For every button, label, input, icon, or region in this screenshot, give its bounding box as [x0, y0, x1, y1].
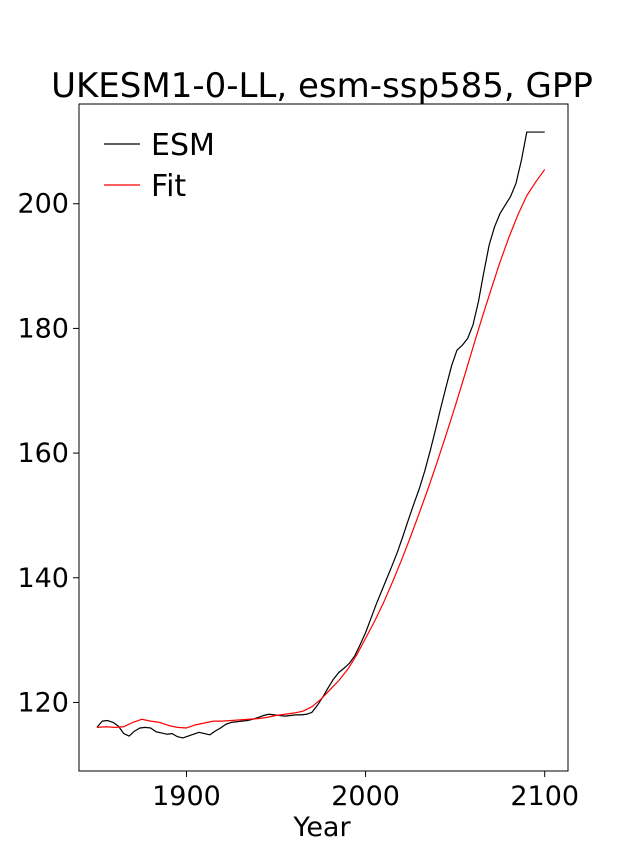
x-axis: 1900 2000 2100	[152, 771, 579, 812]
series-line-esm	[96, 131, 545, 739]
chart-title: UKESM1-0-LL, esm-ssp585, GPP	[51, 66, 593, 106]
series-layer	[96, 131, 546, 739]
y-tick-label: 140	[17, 563, 69, 594]
plot-area	[78, 103, 569, 772]
y-tick-label: 180	[17, 313, 69, 344]
y-tick-label: 120	[17, 687, 69, 718]
y-tick-label: 200	[17, 189, 69, 220]
series-line-fit	[96, 169, 546, 729]
x-tick-label: 2000	[331, 781, 400, 812]
legend: ESM Fit	[104, 128, 215, 204]
x-axis-label: Year	[292, 812, 351, 843]
legend-label-fit: Fit	[151, 169, 186, 204]
x-tick-label: 2100	[510, 781, 579, 812]
legend-label-esm: ESM	[151, 128, 215, 163]
x-tick-label: 1900	[152, 781, 221, 812]
y-axis: 120 140 160 180 200	[17, 189, 79, 718]
y-tick-label: 160	[17, 438, 69, 469]
